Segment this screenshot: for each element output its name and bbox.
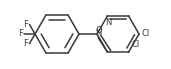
Text: N: N [105,18,112,27]
Text: O: O [95,26,102,35]
Text: N: N [95,30,101,39]
Text: F: F [18,30,23,39]
Text: F: F [24,39,29,48]
Text: F: F [24,20,29,29]
Text: Cl: Cl [142,30,150,39]
Text: Cl: Cl [131,40,140,49]
